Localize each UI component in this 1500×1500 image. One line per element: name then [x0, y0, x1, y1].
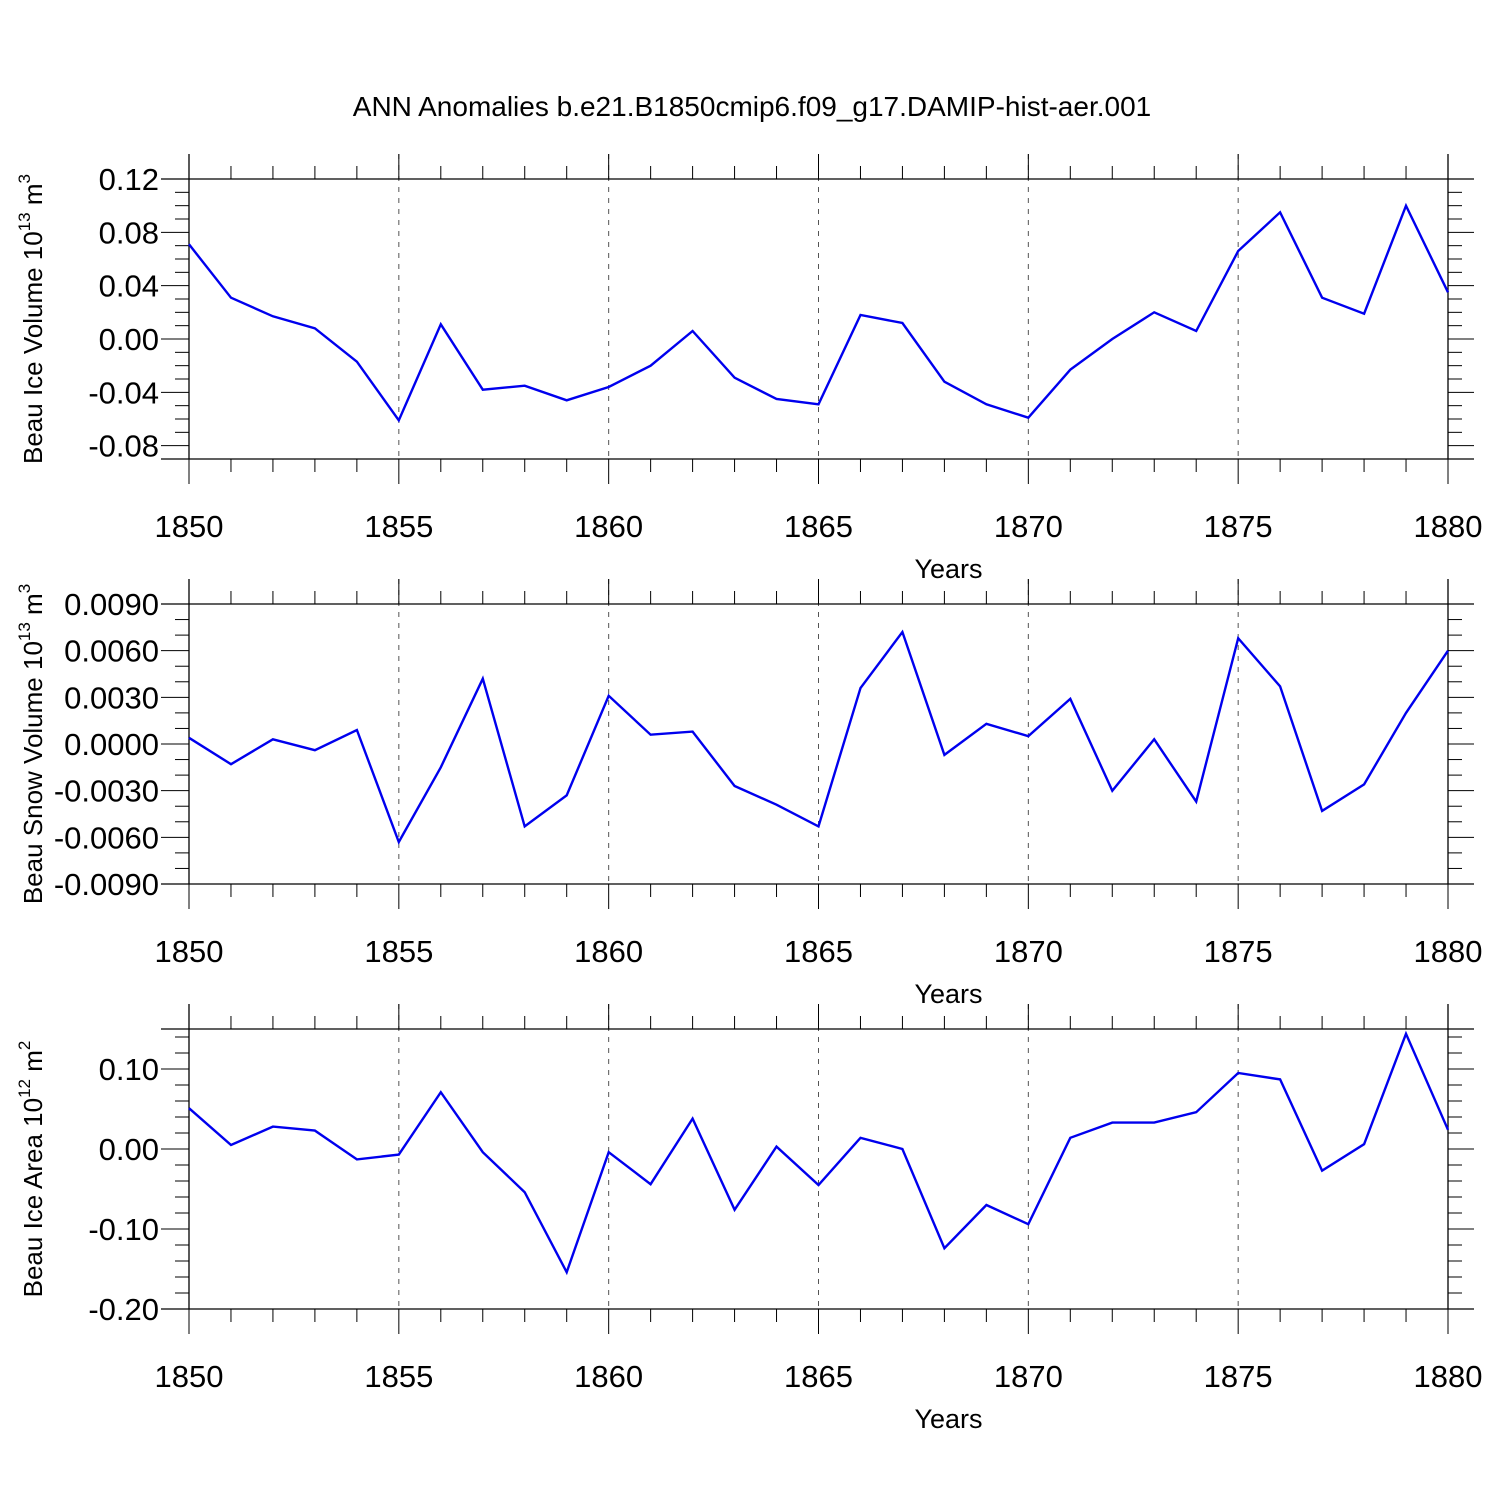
y-axis-label-unit: m [18, 183, 48, 212]
x-tick-label: 1860 [574, 1359, 643, 1394]
x-tick-label: 1880 [1414, 509, 1483, 544]
x-axis-label: Years [914, 554, 982, 584]
panel-3: -0.20 -0.10 0.00 0.10 1850 1855 1860 1865 1870 18… [15, 1004, 1482, 1434]
x-tick-label: 1855 [364, 1359, 433, 1394]
y-tick-label: -0.20 [88, 1292, 159, 1327]
figure-title: ANN Anomalies b.e21.B1850cmip6.f09_g17.D… [353, 91, 1151, 122]
y-axis-label-text: Beau Snow Volume 10 [18, 641, 48, 904]
y-axis-label-exponent: 12 [15, 1079, 34, 1098]
y-tick-label: 0.04 [99, 269, 159, 304]
x-tick-label: 1875 [1204, 934, 1273, 969]
x-tick-label: 1855 [364, 934, 433, 969]
y-axis-label: Beau Ice Volume 1013 m3 [15, 174, 48, 464]
y-axis-label-exponent: 13 [15, 622, 34, 641]
x-tick-label: 1850 [155, 509, 224, 544]
y-axis-label-text: Beau Ice Volume 10 [18, 231, 48, 464]
x-tick-label: 1880 [1414, 1359, 1483, 1394]
y-tick-label: 0.10 [99, 1052, 159, 1087]
x-tick-label: 1880 [1414, 934, 1483, 969]
x-axis-label: Years [914, 979, 982, 1009]
x-tick-label: 1865 [784, 509, 853, 544]
x-tick-label: 1860 [574, 934, 643, 969]
y-axis-label-unit: m [18, 593, 48, 622]
series-line [188, 1030, 1450, 1276]
y-axis-label-exponent: 13 [15, 212, 34, 231]
y-axis-label-unit: m [18, 1050, 48, 1079]
y-tick-label: 0.00 [99, 1132, 159, 1167]
y-tick-label: -0.08 [88, 429, 159, 464]
x-tick-label: 1850 [155, 934, 224, 969]
y-axis-label-unit-exponent: 2 [15, 1041, 34, 1050]
y-tick-label: -0.0030 [54, 774, 159, 809]
y-axis-label: Beau Snow Volume 1013 m3 [15, 584, 48, 904]
y-tick-label: -0.10 [88, 1212, 159, 1247]
x-tick-label: 1855 [364, 509, 433, 544]
y-tick-label: 0.08 [99, 215, 159, 250]
x-tick-label: 1870 [994, 934, 1063, 969]
x-tick-label: 1870 [994, 1359, 1063, 1394]
x-tick-label: 1850 [155, 1359, 224, 1394]
y-tick-label: 0.00 [99, 322, 159, 357]
y-tick-label: 0.0060 [64, 634, 159, 669]
x-tick-label: 1870 [994, 509, 1063, 544]
y-tick-label: 0.0030 [64, 680, 159, 715]
x-tick-label: 1875 [1204, 1359, 1273, 1394]
panel-2: -0.0090 -0.0060 -0.0030 0.0000 0.0030 0.0060 0… [15, 579, 1482, 1009]
x-tick-label: 1875 [1204, 509, 1273, 544]
y-tick-label: -0.04 [88, 375, 159, 410]
y-tick-label: 0.0000 [64, 727, 159, 762]
x-tick-label: 1865 [784, 934, 853, 969]
y-axis-label-unit-exponent: 3 [15, 174, 34, 183]
y-tick-label: 0.12 [99, 162, 159, 197]
panel-1: -0.08 -0.04 0.00 0.04 0.08 0.12 1850 1855 1860 18… [15, 154, 1482, 584]
x-tick-label: 1865 [784, 1359, 853, 1394]
y-tick-label: 0.0090 [64, 587, 159, 622]
y-tick-label: -0.0060 [54, 820, 159, 855]
series-line [188, 202, 1450, 423]
y-axis-label-text: Beau Ice Area 10 [18, 1098, 48, 1297]
y-axis-label: Beau Ice Area 1012 m2 [15, 1041, 48, 1298]
panels: -0.08 -0.04 0.00 0.04 0.08 0.12 1850 1855 1860 18… [15, 154, 1482, 1434]
x-axis-label: Years [914, 1404, 982, 1434]
y-tick-label: -0.0090 [54, 867, 159, 902]
y-axis-label-unit-exponent: 3 [15, 584, 34, 593]
x-tick-label: 1860 [574, 509, 643, 544]
series-line [188, 629, 1449, 845]
